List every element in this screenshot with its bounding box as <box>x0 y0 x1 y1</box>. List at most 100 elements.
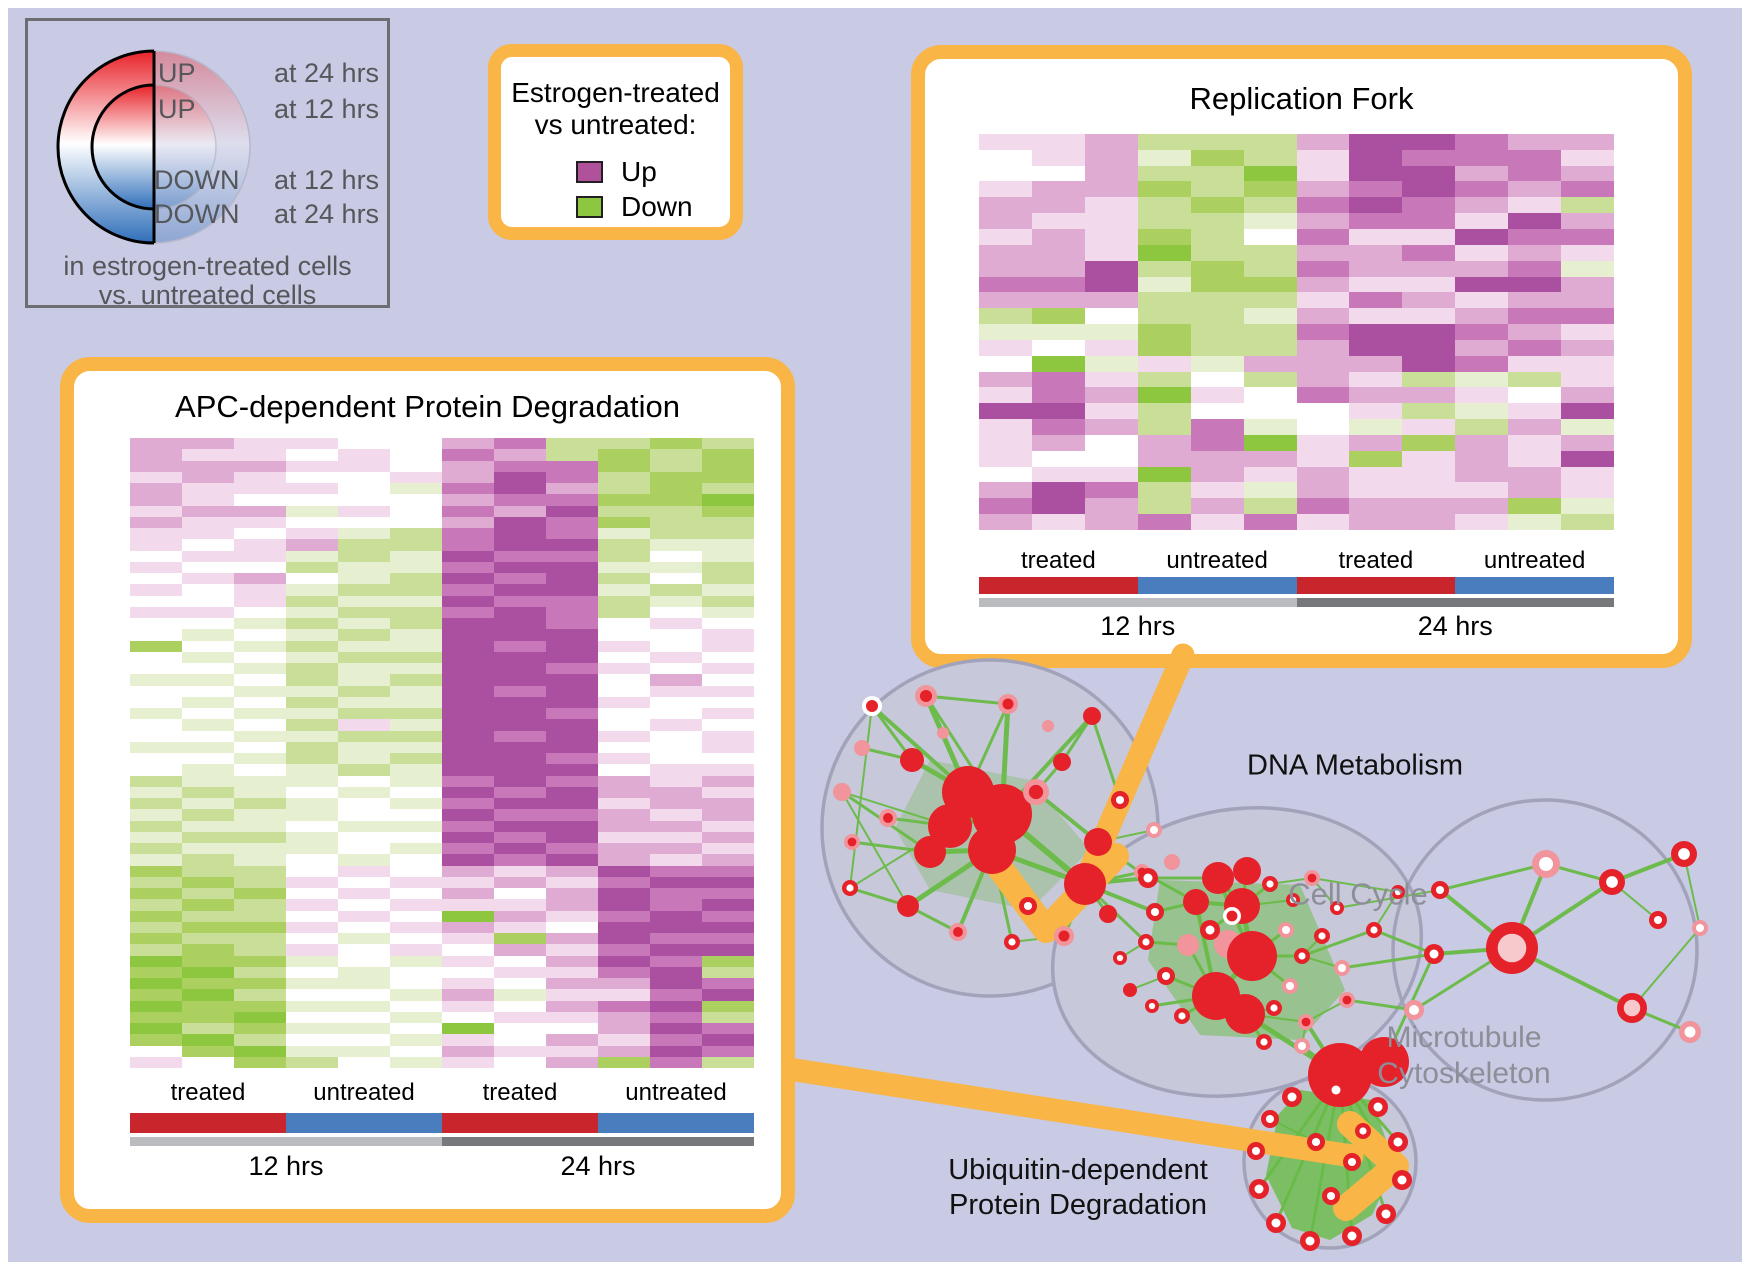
gene-node-core <box>1287 1092 1297 1102</box>
gene-node-core <box>1023 901 1033 911</box>
time-bar-segment <box>979 598 1297 607</box>
legend-down-24-time: at 24 hrs <box>274 199 380 229</box>
gene-node-core <box>1606 876 1618 888</box>
legend-down-12-dir: DOWN <box>154 165 240 195</box>
gene-node <box>1083 707 1101 725</box>
apc-heatmap <box>130 438 754 1068</box>
legend-up-12-time: at 12 hrs <box>274 94 380 124</box>
gene-node-core <box>1307 873 1317 883</box>
legend-footer-line1: in estrogen-treated cells <box>63 251 352 281</box>
gene-node <box>1227 931 1277 981</box>
gene-node-core <box>919 689 933 703</box>
gene-node-core <box>1265 1114 1275 1124</box>
untreated-bar-segment <box>1137 577 1297 594</box>
time-bar-segment <box>130 1137 442 1146</box>
gene-node <box>928 804 972 848</box>
gene-node-core <box>1150 826 1158 834</box>
concentric-gradient-rings <box>56 49 251 245</box>
network-edge <box>925 694 1009 706</box>
gene-node <box>1123 983 1137 997</box>
untreated-bar-segment <box>1455 577 1614 594</box>
cluster-label-2: Microtubule Cytoskeleton <box>1377 1021 1551 1090</box>
apc-time-bar <box>130 1137 754 1146</box>
gene-node <box>897 895 919 917</box>
gene-node-core <box>1058 930 1070 942</box>
treated-bar-segment <box>442 1113 598 1133</box>
rep-heatmap <box>979 134 1614 530</box>
cluster-label-3: Ubiquitin-dependent Protein Degradation <box>948 1154 1208 1221</box>
apc-time-labels: 12 hrs 24 hrs <box>130 1152 754 1180</box>
gene-node-core <box>1286 982 1294 990</box>
gene-node-core <box>1397 1175 1407 1185</box>
time-bar-segment <box>442 1137 754 1146</box>
gene-node-core <box>1289 896 1297 904</box>
gene-node-core <box>1429 949 1439 959</box>
gene-node-core <box>1318 932 1326 940</box>
time-label: 12 hrs <box>248 1151 324 1181</box>
gene-node-core <box>1347 1231 1357 1241</box>
group-label: treated <box>1338 547 1414 574</box>
gene-node-core <box>1266 880 1274 888</box>
gene-node-core <box>1298 1042 1306 1050</box>
cluster-ellipse-microtubule <box>1391 798 1699 1102</box>
apc-treatment-bar <box>130 1113 754 1133</box>
apc-panel-title: APC-dependent Protein Degradation <box>175 389 680 424</box>
updown-title-line2: vs untreated: <box>534 109 697 140</box>
gene-node-core <box>1393 1137 1403 1147</box>
treated-bar-segment <box>1296 577 1456 594</box>
gene-node <box>1042 720 1054 732</box>
gene-node-core <box>1684 1026 1696 1038</box>
gene-node-core <box>1678 848 1690 860</box>
gene-node-core <box>866 700 878 712</box>
updown-color-legend: Estrogen-treated vs untreated: Up Down <box>488 44 743 240</box>
panel-to-cluster-arrow-shaft <box>1066 643 1195 910</box>
time-label: 12 hrs <box>1100 611 1176 641</box>
gene-node-core <box>1282 926 1290 934</box>
gene-node-core <box>1028 784 1044 800</box>
network-edge <box>1373 928 1435 956</box>
gene-node <box>1233 857 1261 885</box>
gene-node-core <box>847 837 857 847</box>
gene-node-core <box>1271 1218 1281 1228</box>
up-label: Up <box>621 156 657 187</box>
network-edge <box>1346 998 1415 1012</box>
time-bar-segment <box>1296 598 1614 607</box>
up-color-swatch <box>576 161 603 183</box>
gene-node-core <box>1326 1191 1336 1201</box>
legend-footer-line2: vs. untreated cells <box>98 280 317 310</box>
legend-up-24-dir: UP <box>158 58 196 88</box>
gene-node-core <box>1497 933 1527 963</box>
gene-node-core <box>1623 999 1641 1017</box>
untreated-bar-segment <box>598 1113 754 1133</box>
time-label: 24 hrs <box>560 1151 636 1181</box>
gene-node <box>1164 854 1180 870</box>
legend-item-up: Up <box>576 156 657 188</box>
cluster-label-0: DNA Metabolism <box>1247 749 1463 782</box>
network-edge <box>1311 877 1399 893</box>
gene-node-core <box>883 813 893 823</box>
down-label: Down <box>621 191 693 222</box>
treated-bar-segment <box>130 1113 286 1133</box>
gene-node-core <box>1002 698 1014 710</box>
gene-node-core <box>1342 995 1352 1005</box>
gene-node <box>854 740 870 756</box>
gene-node-core <box>1226 910 1238 922</box>
network-edge <box>1341 952 1435 970</box>
gene-node <box>1225 994 1265 1034</box>
gene-node-core <box>1381 1209 1391 1219</box>
gene-node <box>1053 753 1071 771</box>
gene-node-core <box>1301 1017 1311 1027</box>
gene-node-core <box>846 884 854 892</box>
gene-node-core <box>1161 971 1171 981</box>
gene-node-core <box>1115 795 1125 805</box>
network-edge <box>849 705 873 889</box>
apc-group-labels: treated untreated treated untreated <box>130 1080 754 1106</box>
network-edge <box>1336 889 1441 909</box>
gene-node-core <box>1347 1157 1357 1167</box>
gene-node <box>1359 1037 1409 1087</box>
gene-node <box>914 836 946 868</box>
time-direction-legend: UP at 24 hrs UP at 12 hrs DOWN at 12 hrs… <box>25 18 390 310</box>
gene-node-core <box>1653 915 1663 925</box>
gene-node-core <box>1370 926 1378 934</box>
replication-fork-panel: Replication Fork treated untreated treated… <box>911 45 1692 668</box>
